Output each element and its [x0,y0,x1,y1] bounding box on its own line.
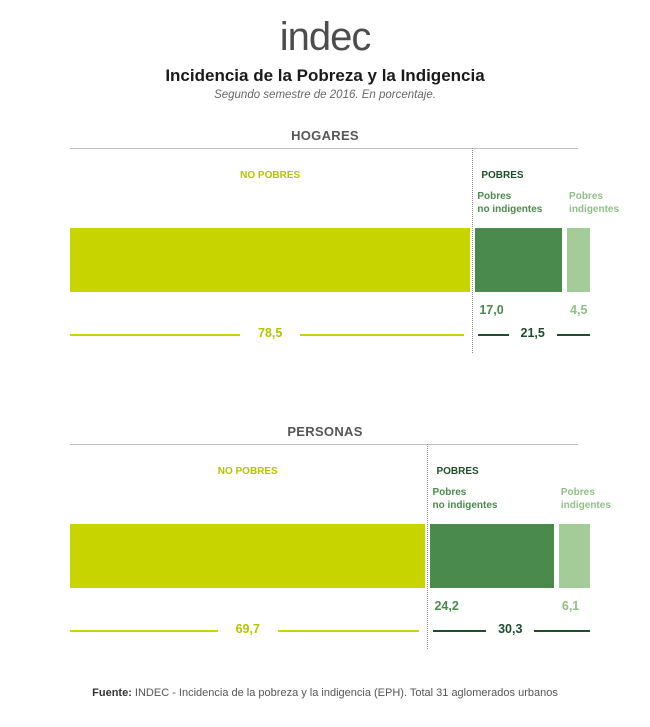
hogares-bar-pobres-no-indigentes [475,228,563,292]
hogares-section-title: HOGARES [291,128,359,143]
personas-total-no-pobres: 69,7 [235,622,260,636]
personas-bar-pobres-no-indigentes [430,524,554,588]
personas-line-no-pobres-right [277,630,420,632]
hogares-label-pobres-indigentes: Pobres indigentes [569,191,620,215]
source-text: INDEC - Incidencia de la pobreza y la in… [131,687,558,699]
personas-section-title: PERSONAS [287,424,363,439]
source-prefix: Fuente: [92,687,132,699]
hogares-line-no-pobres-left [70,334,241,336]
personas-line-pobres-left [433,630,487,632]
hogares-line-pobres-right [556,334,590,336]
hogares-total-pobres: 21,5 [520,326,545,340]
hogares-bar-no-pobres [70,228,471,292]
hogares-bar-pobres-indigentes [567,228,590,292]
personas-label-pobres-indigentes: Pobres indigentes [560,487,611,511]
hogares-label-pobres-no-indigentes: Pobres no indigentes [477,191,543,215]
personas-split-dashed-line [427,444,429,649]
hogares-line-pobres-left [478,334,509,336]
hogares-label-no-pobres: NO POBRES [240,170,301,181]
source-note: Fuente: INDEC - Incidencia de la pobreza… [0,687,650,699]
hogares-divider-line [70,148,578,149]
chart-title: Incidencia de la Pobreza y la Indigencia [165,66,485,85]
hogares-total-no-pobres: 78,5 [258,326,283,340]
personas-bar-no-pobres [70,524,426,588]
personas-label-pobres: POBRES [436,466,479,477]
hogares-split-dashed-line [472,148,474,353]
logo-text: indec [279,15,372,59]
personas-label-pobres-no-indigentes: Pobres no indigentes [432,487,498,511]
personas-value-pobres-indigentes: 6,1 [561,599,580,613]
personas-line-no-pobres-left [70,630,218,632]
personas-line-pobres-right [534,630,590,632]
personas-bar-pobres-indigentes [558,524,590,588]
hogares-value-pobres-indigentes: 4,5 [570,303,588,317]
personas-divider-line [70,444,578,445]
indec-logo: indec [0,14,650,60]
hogares-label-pobres: POBRES [481,170,524,181]
hogares-value-pobres-no-indigentes: 17,0 [479,303,504,317]
personas-value-pobres-no-indigentes: 24,2 [434,599,459,613]
chart-subtitle: Segundo semestre de 2016. En porcentaje. [214,89,436,101]
personas-total-pobres: 30,3 [498,622,523,636]
personas-label-no-pobres: NO POBRES [217,466,278,477]
hogares-line-no-pobres-right [300,334,465,336]
